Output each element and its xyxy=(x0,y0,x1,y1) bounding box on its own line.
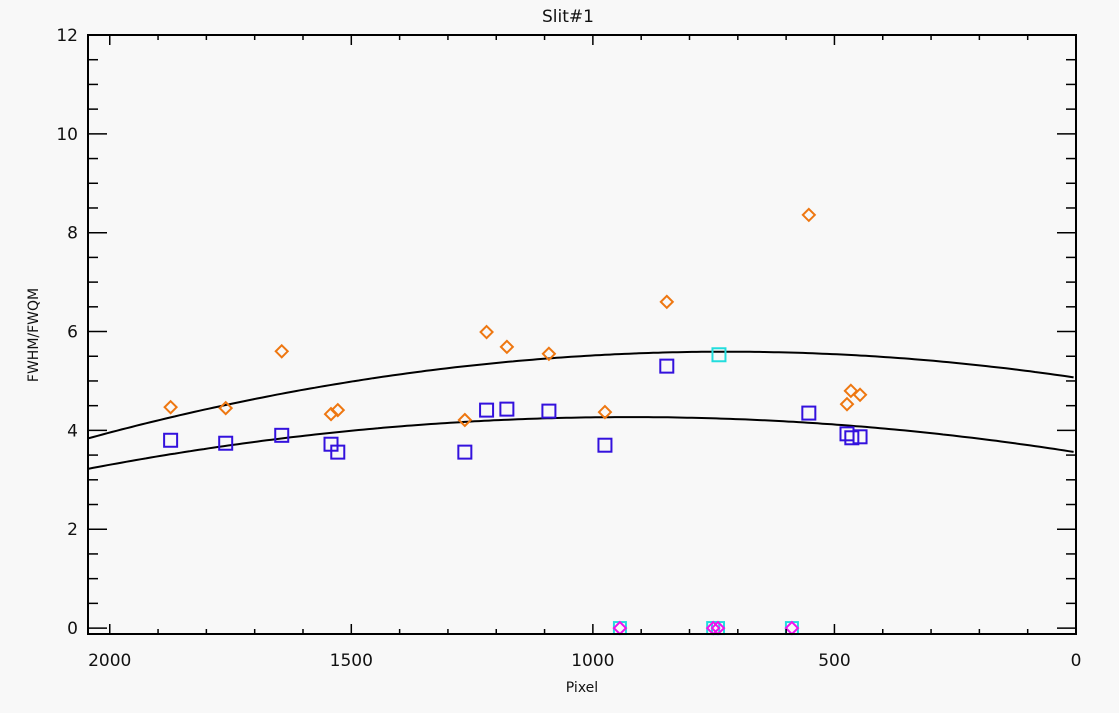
square-marker xyxy=(711,347,727,363)
diamond-marker xyxy=(479,324,494,340)
square-marker xyxy=(163,432,179,448)
x-tick-label: 500 xyxy=(818,651,850,671)
plot-frame xyxy=(87,34,1077,635)
diamond-marker xyxy=(843,383,859,399)
diamond-marker xyxy=(612,620,628,636)
y-tick-label: 4 xyxy=(67,421,78,441)
fit-curve xyxy=(88,350,1074,440)
square-marker xyxy=(839,426,855,442)
square-marker xyxy=(659,358,675,374)
square-marker xyxy=(612,621,627,636)
chart-title: Slit#1 xyxy=(542,7,594,27)
y-tick-label: 2 xyxy=(67,520,78,540)
square-marker xyxy=(499,401,515,417)
diamond-marker xyxy=(218,400,234,416)
x-tick-label: 0 xyxy=(1071,651,1082,671)
y-tick-label: 8 xyxy=(67,224,78,244)
y-tick-label: 10 xyxy=(56,125,78,145)
square-marker xyxy=(218,435,234,451)
diamond-marker xyxy=(163,399,179,415)
square-marker xyxy=(852,429,868,445)
diamond-marker xyxy=(457,412,473,428)
fit-curves xyxy=(88,350,1074,470)
square-marker xyxy=(330,444,346,460)
diamond-marker xyxy=(597,404,613,420)
square-marker xyxy=(597,437,613,453)
diamond-marker xyxy=(274,343,290,359)
data-markers xyxy=(163,207,868,636)
diamond-marker xyxy=(784,620,800,636)
x-tick-label: 1000 xyxy=(571,651,614,671)
diamond-marker xyxy=(499,339,515,355)
square-marker xyxy=(457,444,473,460)
diamond-marker xyxy=(541,346,557,362)
diamond-marker xyxy=(330,402,346,418)
diamond-marker xyxy=(659,294,675,310)
y-axis-label: FWHM/FWQM xyxy=(26,288,42,382)
diamond-marker xyxy=(801,207,817,223)
square-marker xyxy=(784,621,799,636)
y-tick-label: 6 xyxy=(67,323,78,343)
square-marker xyxy=(274,427,290,443)
diamond-marker xyxy=(852,387,868,403)
x-tick-label: 2000 xyxy=(88,651,131,671)
fit-curve xyxy=(88,416,1074,470)
diamond-marker xyxy=(839,396,855,412)
square-marker xyxy=(801,405,817,421)
x-axis-label: Pixel xyxy=(566,680,598,696)
square-marker xyxy=(541,403,557,419)
square-marker xyxy=(844,430,860,446)
x-tick-label: 1500 xyxy=(330,651,373,671)
y-tick-label: 0 xyxy=(67,619,78,639)
plot-axes: 2000 1500 1000 500 0 0 2 4 6 8 10 12 xyxy=(56,26,1081,671)
square-marker xyxy=(479,402,495,418)
y-tick-label: 12 xyxy=(56,26,78,46)
